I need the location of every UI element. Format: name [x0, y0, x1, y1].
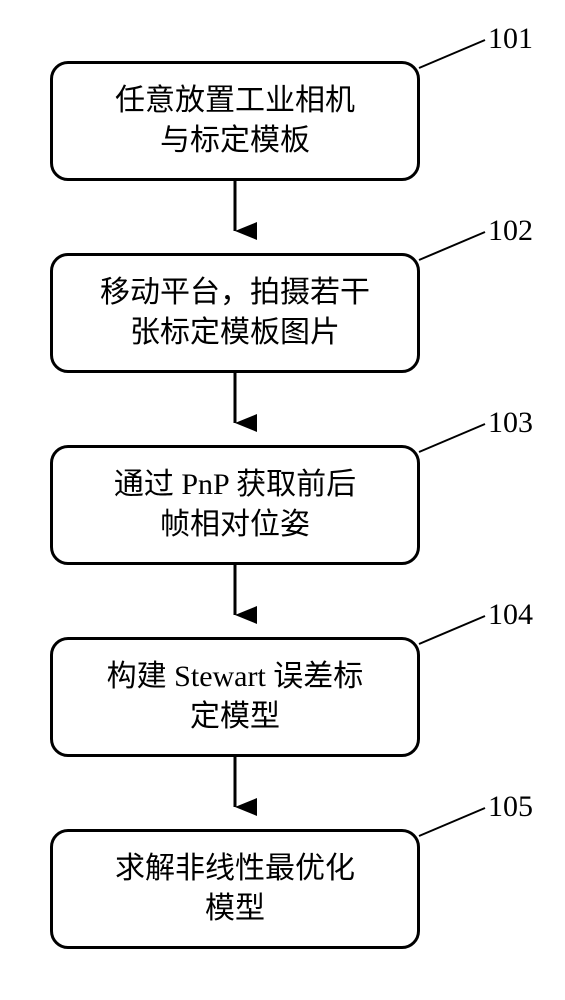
- flow-node: 通过 PnP 获取前后 帧相对位姿: [50, 445, 420, 565]
- step-number-label: 105: [488, 790, 533, 824]
- leader-line: [419, 424, 485, 452]
- leader-line: [419, 616, 485, 644]
- flow-node-text: 移动平台，拍摄若干 张标定模板图片: [100, 273, 370, 354]
- leader-line: [419, 232, 485, 260]
- leader-line: [419, 40, 485, 68]
- leader-line: [419, 808, 485, 836]
- flow-node-text: 通过 PnP 获取前后 帧相对位姿: [114, 465, 356, 546]
- flow-node-text: 任意放置工业相机 与标定模板: [115, 81, 355, 162]
- flow-node: 任意放置工业相机 与标定模板: [50, 61, 420, 181]
- flow-node: 构建 Stewart 误差标 定模型: [50, 637, 420, 757]
- step-number-label: 102: [488, 214, 533, 248]
- step-number-label: 101: [488, 22, 533, 56]
- flow-node: 求解非线性最优化 模型: [50, 829, 420, 949]
- flow-node-text: 求解非线性最优化 模型: [115, 849, 355, 930]
- step-number-label: 104: [488, 598, 533, 632]
- flowchart-canvas: 任意放置工业相机 与标定模板移动平台，拍摄若干 张标定模板图片通过 PnP 获取…: [0, 0, 565, 1000]
- step-number-label: 103: [488, 406, 533, 440]
- flow-node: 移动平台，拍摄若干 张标定模板图片: [50, 253, 420, 373]
- flow-node-text: 构建 Stewart 误差标 定模型: [107, 657, 364, 738]
